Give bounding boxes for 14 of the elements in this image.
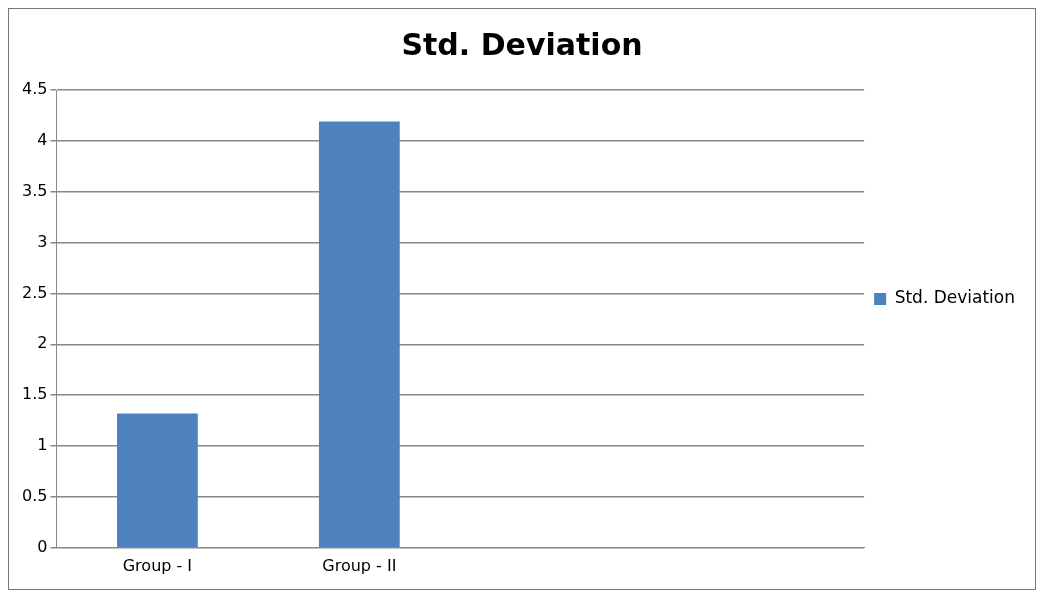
y-tick-label: 2 bbox=[37, 333, 48, 353]
y-tick-label: 0 bbox=[37, 536, 48, 556]
x-tick-label: Group - II bbox=[322, 555, 397, 575]
y-tick-label: 3.5 bbox=[21, 180, 48, 200]
y-tick-label: 3 bbox=[37, 231, 48, 251]
chart-title: Std. Deviation bbox=[401, 26, 643, 62]
x-tick-label: Group - I bbox=[122, 555, 193, 575]
legend-label: Std. Deviation bbox=[894, 287, 1016, 308]
y-tick-label: 4.5 bbox=[21, 79, 48, 99]
y-tick-label: 1 bbox=[37, 435, 48, 455]
y-tick-label: 4 bbox=[37, 130, 48, 150]
y-tick-label: 2.5 bbox=[21, 282, 48, 302]
y-tick-label: 0.5 bbox=[21, 486, 48, 506]
y-tick-label: 1.5 bbox=[21, 384, 48, 404]
